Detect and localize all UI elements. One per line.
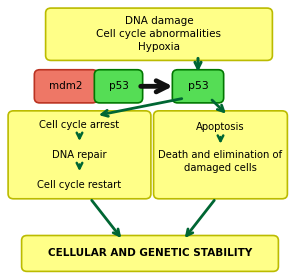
Text: p53: p53	[109, 81, 128, 91]
FancyBboxPatch shape	[172, 70, 224, 103]
Text: p53: p53	[188, 81, 208, 91]
FancyBboxPatch shape	[154, 111, 287, 199]
Text: Death and elimination of
damaged cells: Death and elimination of damaged cells	[158, 150, 283, 173]
FancyBboxPatch shape	[22, 235, 278, 271]
Text: DNA damage
Cell cycle abnormalities
Hypoxia: DNA damage Cell cycle abnormalities Hypo…	[97, 16, 221, 52]
Text: Apoptosis: Apoptosis	[196, 122, 245, 132]
Text: DNA repair: DNA repair	[52, 150, 107, 160]
Text: Cell cycle restart: Cell cycle restart	[38, 180, 122, 190]
Text: Cell cycle arrest: Cell cycle arrest	[39, 120, 120, 130]
Text: mdm2: mdm2	[49, 81, 83, 91]
Text: CELLULAR AND GENETIC STABILITY: CELLULAR AND GENETIC STABILITY	[48, 249, 252, 258]
FancyBboxPatch shape	[46, 8, 272, 61]
FancyBboxPatch shape	[8, 111, 151, 199]
FancyBboxPatch shape	[94, 70, 143, 103]
FancyBboxPatch shape	[34, 70, 98, 103]
